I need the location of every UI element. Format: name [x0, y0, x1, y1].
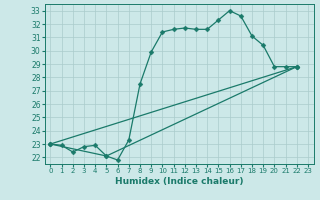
X-axis label: Humidex (Indice chaleur): Humidex (Indice chaleur): [115, 177, 244, 186]
